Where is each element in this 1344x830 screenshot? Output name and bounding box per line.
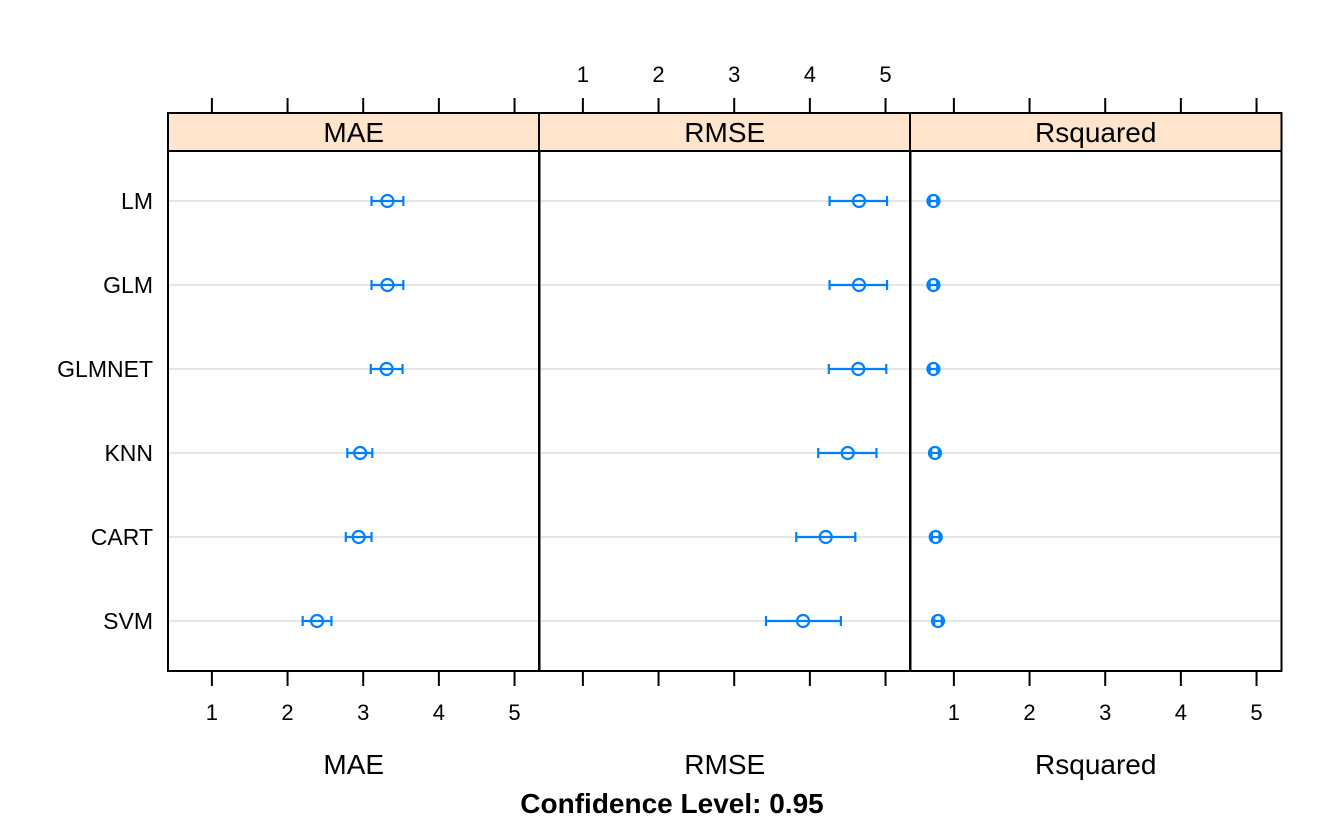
top-tick-label-rmse-2: 2 [652,62,664,87]
interval-mae-glmnet [369,361,404,377]
top-tick-label-rmse-5: 5 [879,62,891,87]
point-estimate-mae-glm [380,277,395,293]
bottom-tick-label-mae-5: 5 [508,700,520,725]
marks-layer [301,193,946,629]
interval-rmse-glm [828,277,889,293]
bottom-tick-label-rsquared-1: 1 [948,700,960,725]
strip-label-mae: MAE [323,117,384,148]
interval-mae-glm [370,277,405,293]
point-estimate-rmse-svm [795,613,811,629]
interval-rsquared-svm [930,613,946,629]
bottom-tick-label-mae-4: 4 [433,700,445,725]
category-label-glm: GLM [103,272,153,298]
interval-rmse-glmnet [827,361,888,377]
point-estimate-rsquared-cart [928,529,943,545]
text-layer: LM GLM GLMNET KNN CART SVM MAE 1 2 3 4 5 MAE RMSE 1 2 3 4… [57,62,1263,780]
bottom-tick-label-mae-1: 1 [206,700,218,725]
bottom-tick-label-rsquared-4: 4 [1175,700,1187,725]
point-estimate-mae-glmnet [379,361,394,377]
interval-rsquared-glm [926,277,941,293]
category-label-cart: CART [91,524,153,550]
point-estimate-mae-knn [353,445,368,461]
panel-border-rsquared [909,112,1283,672]
point-estimate-rmse-lm [851,193,867,209]
category-label-lm: LM [121,188,153,214]
interval-mae-knn [346,445,374,461]
point-estimate-mae-lm [380,193,395,209]
interval-mae-lm [370,193,405,209]
bottom-tick-label-mae-2: 2 [281,700,293,725]
point-estimate-rmse-cart [818,529,833,545]
top-tick-label-rmse-3: 3 [728,62,740,87]
point-estimate-rsquared-glm [926,277,941,293]
point-estimate-rsquared-lm [926,193,941,209]
interval-rsquared-cart [928,529,943,545]
bottom-label-rmse: RMSE [684,749,765,780]
bottom-tick-label-rsquared-5: 5 [1250,700,1262,725]
strip-label-rsquared: Rsquared [1035,117,1156,148]
bottom-tick-label-rsquared-3: 3 [1099,700,1111,725]
point-estimate-rmse-knn [840,445,855,461]
confidence-level-caption: Confidence Level: 0.95 [520,788,823,819]
point-estimate-rsquared-svm [930,613,946,629]
category-label-svm: SVM [103,608,153,634]
strip-rmse [539,113,911,151]
strip-mae [168,113,540,151]
strip-rsquared [910,113,1282,151]
panel-border-mae [167,112,541,672]
category-label-glmnet: GLMNET [57,356,153,382]
point-estimate-mae-cart [351,529,366,545]
strip-label-rmse: RMSE [684,117,765,148]
interval-rmse-lm [828,193,889,209]
bottom-tick-label-mae-3: 3 [357,700,369,725]
interval-mae-svm [301,613,333,629]
interval-rmse-knn [817,445,878,461]
frame-layer [167,98,1283,686]
top-tick-label-rmse-4: 4 [804,62,816,87]
bottom-label-rsquared: Rsquared [1035,749,1156,780]
bottom-label-mae: MAE [323,749,384,780]
bottom-tick-label-rsquared-2: 2 [1023,700,1035,725]
interval-rsquared-knn [927,445,943,461]
grid-layer [168,200,1282,622]
point-estimate-rmse-glmnet [851,361,866,377]
point-estimate-rmse-glm [851,277,867,293]
interval-rsquared-glmnet [926,361,941,377]
category-label-knn: KNN [104,440,153,466]
point-estimate-rsquared-glmnet [926,361,941,377]
interval-rmse-cart [795,529,857,545]
top-tick-label-rmse-1: 1 [577,62,589,87]
interval-rmse-svm [764,613,842,629]
point-estimate-mae-svm [309,613,325,629]
interval-mae-cart [344,529,373,545]
point-estimate-rsquared-knn [927,445,943,461]
interval-rsquared-lm [926,193,941,209]
